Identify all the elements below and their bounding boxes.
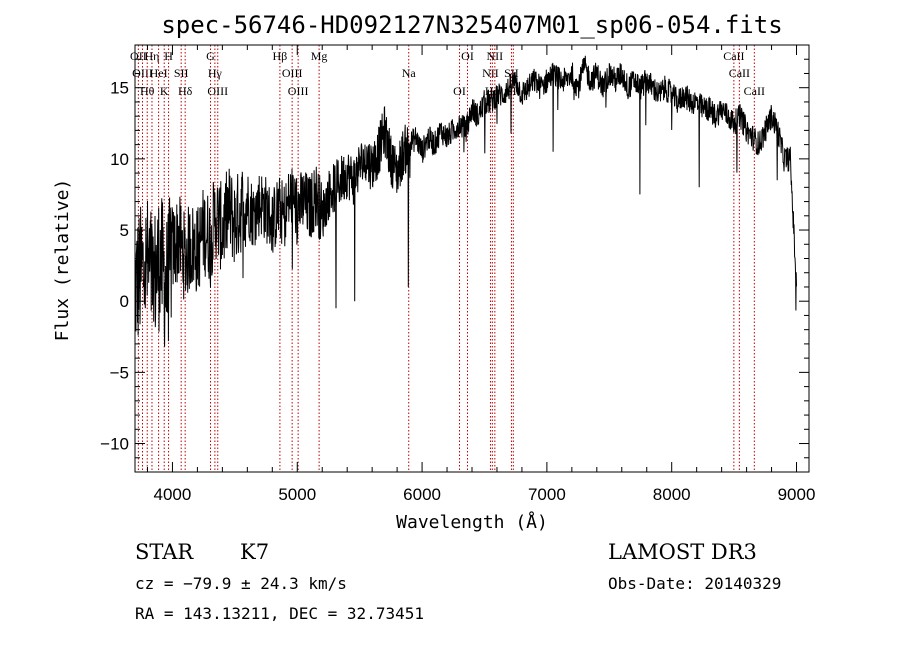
object-class: STAR [135,540,194,564]
line-label: CaII [729,66,750,80]
line-label: NII [487,49,504,63]
line-label: Hβ [273,49,288,63]
line-label: Hθ [140,84,155,98]
object-subclass: K7 [240,540,269,564]
spectral-line-markers: OIIOIIIHθHηHeIKHSIIHδGHγOIIIHβOIIIOIIIMg… [130,45,765,472]
x-tick-label: 9000 [778,485,816,504]
line-label: H [164,49,173,63]
x-tick-label: 6000 [403,485,441,504]
x-axis-ticks: 4000 5000 6000 7000 8000 9000 [146,45,816,504]
line-label: NII [482,66,499,80]
observation-date: Obs-Date: 20140329 [608,574,781,593]
y-tick-label: 5 [120,221,129,240]
y-axis-ticks: −10 −5 0 5 10 15 [100,58,809,459]
x-axis-label: Wavelength (Å) [396,511,548,533]
coordinates-readout: RA = 143.13211, DEC = 32.73451 [135,604,424,623]
line-label: OIII [207,84,228,98]
y-tick-label: 15 [110,79,129,98]
line-label: Mg [311,49,328,63]
line-label: Hδ [178,84,193,98]
line-label: K [160,84,169,98]
line-label: OIII [282,66,303,80]
line-label: SII [174,66,189,80]
line-label: CaII [723,49,744,63]
y-tick-label: −10 [100,435,129,454]
line-label: HeI [150,66,168,80]
x-tick-label: 5000 [278,485,316,504]
y-tick-label: 0 [120,292,129,311]
line-label: Hη [144,49,159,63]
spectrum-line [134,55,797,347]
line-label: Hγ [208,66,223,80]
x-tick-label: 7000 [528,485,566,504]
y-tick-label: −5 [110,363,129,382]
line-label: OI [461,49,474,63]
line-label: G [206,49,215,63]
line-label: OIII [288,84,309,98]
y-tick-label: 10 [110,150,129,169]
line-label: OI [453,84,466,98]
velocity-readout: cz = −79.9 ± 24.3 km/s [135,574,347,593]
x-tick-label: 8000 [653,485,691,504]
line-label: Na [402,66,417,80]
spectrum-series [134,55,797,347]
survey-name: LAMOST DR3 [608,540,757,564]
chart-title: spec-56746-HD092127N325407M01_sp06-054.f… [161,11,782,39]
x-tick-label: 4000 [154,485,192,504]
line-label: CaII [744,84,765,98]
y-axis-label: Flux (relative) [52,179,73,342]
